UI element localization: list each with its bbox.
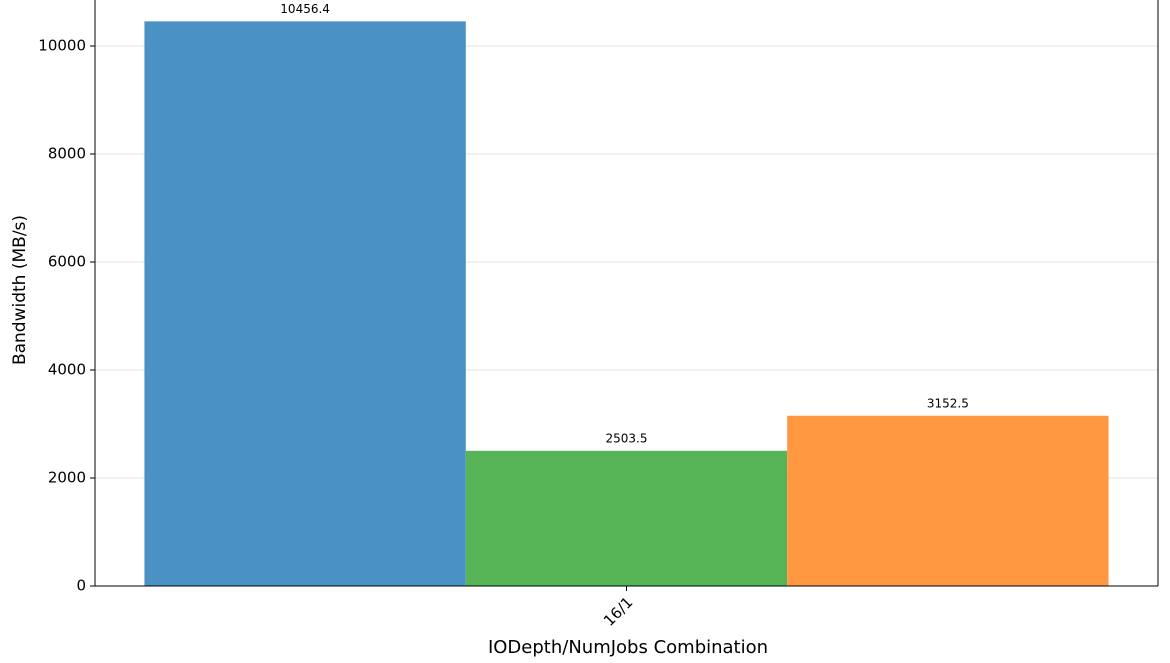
y-axis-label: Bandwidth (MB/s) <box>10 215 30 365</box>
y-tick-label: 8000 <box>48 145 86 163</box>
value-label: 2503.5 <box>606 431 648 445</box>
value-label: 10456.4 <box>280 2 330 16</box>
x-axis-label: IODepth/NumJobs Combination <box>488 637 768 658</box>
value-label: 3152.5 <box>927 396 969 410</box>
x-tick-label: 16/1 <box>600 593 637 630</box>
y-tick-label: 6000 <box>48 253 86 271</box>
y-tick-label: 10000 <box>38 37 86 55</box>
y-tick-label: 0 <box>76 577 86 595</box>
bar <box>465 450 788 586</box>
y-tick-label: 4000 <box>48 361 86 379</box>
bar <box>787 415 1109 586</box>
y-tick-label: 2000 <box>48 469 86 487</box>
bar <box>144 21 466 586</box>
